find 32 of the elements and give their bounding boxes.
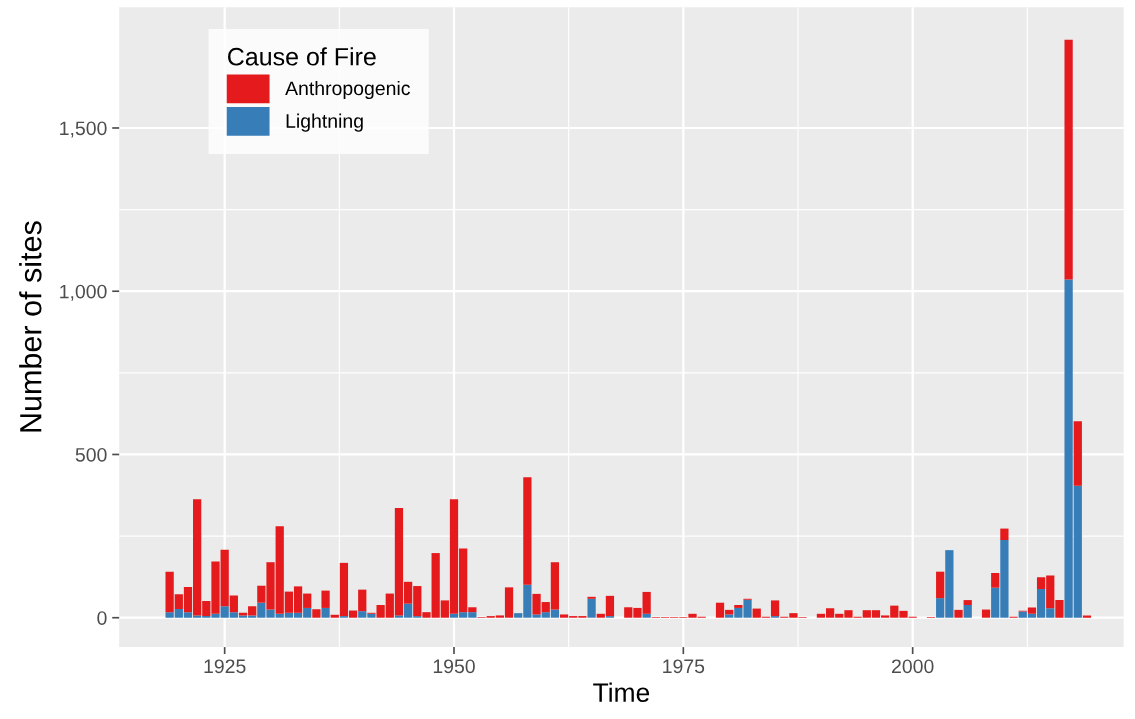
y-tick-label: 0 [97,611,107,625]
y-tick-label: 1,500 [60,121,107,138]
bar [587,598,596,618]
bar [358,589,367,612]
bar [642,613,651,618]
bar [523,477,532,585]
bar [954,609,963,618]
bar [1000,528,1009,541]
bar [321,607,330,618]
bar [1064,39,1073,280]
bar [734,604,743,608]
x-tick-label: 2000 [892,659,934,674]
y-axis-title: Number of sites [19,221,42,432]
x-tick-label: 1950 [433,659,475,674]
bar [936,571,945,599]
bar [312,609,321,618]
bar [963,604,972,618]
y-tick-label: 1,000 [60,284,107,301]
legend-title: Cause of Fire [228,47,376,66]
legend-label: Anthropogenic [285,80,410,100]
x-axis-title: Time [593,682,650,702]
bar [1082,615,1092,618]
bar [991,572,1000,588]
bar [770,600,780,617]
bar [1073,421,1082,486]
y-tick-label: 500 [75,447,107,462]
bar [981,609,991,618]
x-tick-label: 1925 [204,659,246,674]
x-tick-label: 1975 [663,659,705,674]
bar [963,600,972,605]
bar [321,590,330,608]
legend-label: Lightning [286,113,363,132]
